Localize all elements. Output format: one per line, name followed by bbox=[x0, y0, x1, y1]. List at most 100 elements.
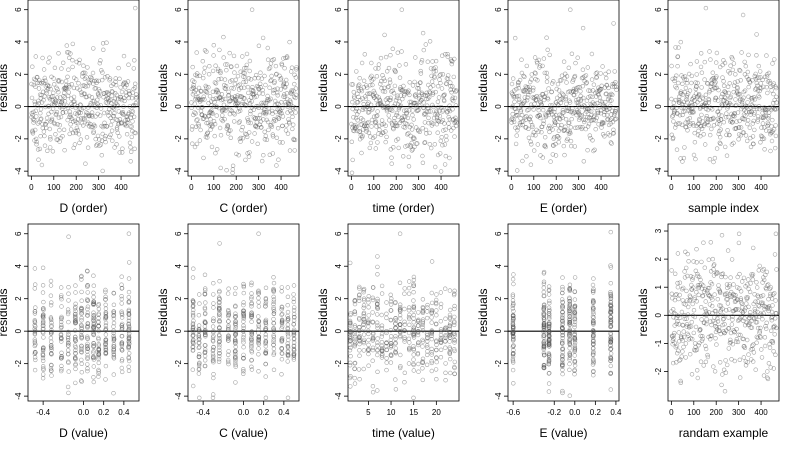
residual-point bbox=[226, 359, 231, 365]
residual-point bbox=[591, 373, 596, 378]
residual-point bbox=[373, 119, 379, 124]
residual-point bbox=[192, 101, 197, 106]
residual-point bbox=[433, 89, 438, 95]
residual-point bbox=[211, 42, 217, 48]
residual-point bbox=[447, 351, 453, 356]
residual-point bbox=[591, 359, 596, 364]
residual-point bbox=[722, 60, 728, 66]
residual-point bbox=[73, 318, 78, 323]
residual-point bbox=[126, 88, 132, 94]
residual-point bbox=[119, 309, 124, 314]
residual-point bbox=[509, 116, 515, 121]
residual-point bbox=[391, 90, 397, 96]
residual-point bbox=[612, 117, 618, 122]
residual-point bbox=[248, 111, 253, 117]
residual-point bbox=[58, 336, 64, 342]
residual-point bbox=[692, 130, 697, 136]
residual-point bbox=[271, 309, 277, 314]
residual-point bbox=[715, 319, 721, 324]
residual-point bbox=[761, 136, 767, 141]
residual-point bbox=[246, 120, 251, 125]
residual-point bbox=[66, 369, 71, 374]
residual-point bbox=[447, 346, 453, 352]
residual-point bbox=[217, 290, 222, 295]
residual-point bbox=[560, 310, 565, 315]
residual-point bbox=[379, 312, 384, 318]
residual-point bbox=[279, 351, 284, 356]
residual-point bbox=[533, 76, 538, 82]
residual-point bbox=[709, 333, 714, 338]
residual-point bbox=[709, 107, 715, 112]
residual-point bbox=[96, 342, 101, 347]
x-tick-label: 0.0 bbox=[78, 408, 90, 417]
residual-point bbox=[763, 128, 769, 133]
residual-point bbox=[388, 52, 393, 58]
residual-point bbox=[384, 329, 389, 334]
residual-point bbox=[348, 360, 353, 365]
residual-point bbox=[510, 330, 516, 336]
residual-point bbox=[674, 292, 679, 297]
residual-point bbox=[698, 277, 703, 282]
residual-point bbox=[415, 351, 421, 356]
residual-point bbox=[271, 297, 277, 302]
residual-point bbox=[56, 51, 61, 56]
residual-point bbox=[348, 312, 353, 318]
residual-point bbox=[234, 151, 239, 157]
residual-point bbox=[443, 361, 448, 366]
residual-point bbox=[739, 99, 745, 105]
residual-point bbox=[395, 136, 401, 142]
residual-point bbox=[291, 332, 297, 337]
residual-point bbox=[198, 127, 203, 133]
residual-point bbox=[116, 120, 122, 126]
residual-point bbox=[703, 343, 708, 349]
residual-point bbox=[119, 325, 125, 330]
residual-point bbox=[679, 122, 685, 128]
residual-point bbox=[558, 126, 563, 131]
residual-point bbox=[77, 57, 82, 63]
residual-point bbox=[224, 168, 229, 173]
residual-point bbox=[527, 117, 532, 122]
x-tick-label: 100 bbox=[687, 183, 701, 192]
residual-point bbox=[36, 86, 42, 91]
residual-point bbox=[729, 357, 734, 362]
residual-point bbox=[388, 107, 394, 112]
residual-point bbox=[207, 123, 213, 128]
residual-point bbox=[366, 130, 372, 136]
residual-point bbox=[293, 75, 299, 80]
residual-point bbox=[46, 104, 52, 109]
residual-point bbox=[448, 332, 453, 338]
residual-point bbox=[348, 260, 353, 266]
residual-point bbox=[757, 106, 762, 112]
residual-point bbox=[233, 341, 238, 346]
residual-point bbox=[433, 367, 439, 372]
residual-point bbox=[234, 63, 240, 69]
residual-point bbox=[541, 333, 546, 339]
residual-point bbox=[32, 127, 38, 133]
residual-points bbox=[669, 231, 779, 394]
residual-point bbox=[533, 133, 538, 138]
residual-point bbox=[126, 289, 132, 295]
residual-point bbox=[271, 367, 277, 372]
residual-point bbox=[38, 117, 43, 122]
residual-point bbox=[677, 121, 682, 126]
residual-point bbox=[97, 143, 102, 148]
residual-point bbox=[348, 332, 353, 337]
residual-point bbox=[48, 315, 54, 320]
residual-point bbox=[372, 90, 377, 96]
residual-point bbox=[559, 325, 565, 330]
residual-point bbox=[51, 76, 56, 81]
residual-point bbox=[538, 102, 544, 107]
residual-point bbox=[362, 123, 367, 129]
residual-points bbox=[32, 231, 132, 396]
residual-point bbox=[567, 100, 573, 105]
residual-point bbox=[80, 123, 86, 128]
residual-point bbox=[544, 79, 550, 84]
residual-point bbox=[211, 353, 216, 359]
residual-point bbox=[536, 107, 541, 113]
residual-point bbox=[732, 110, 737, 116]
residual-point bbox=[285, 395, 291, 400]
residual-point bbox=[411, 320, 416, 325]
residual-point bbox=[421, 105, 426, 110]
residual-point bbox=[677, 112, 683, 118]
residual-point bbox=[585, 115, 590, 120]
